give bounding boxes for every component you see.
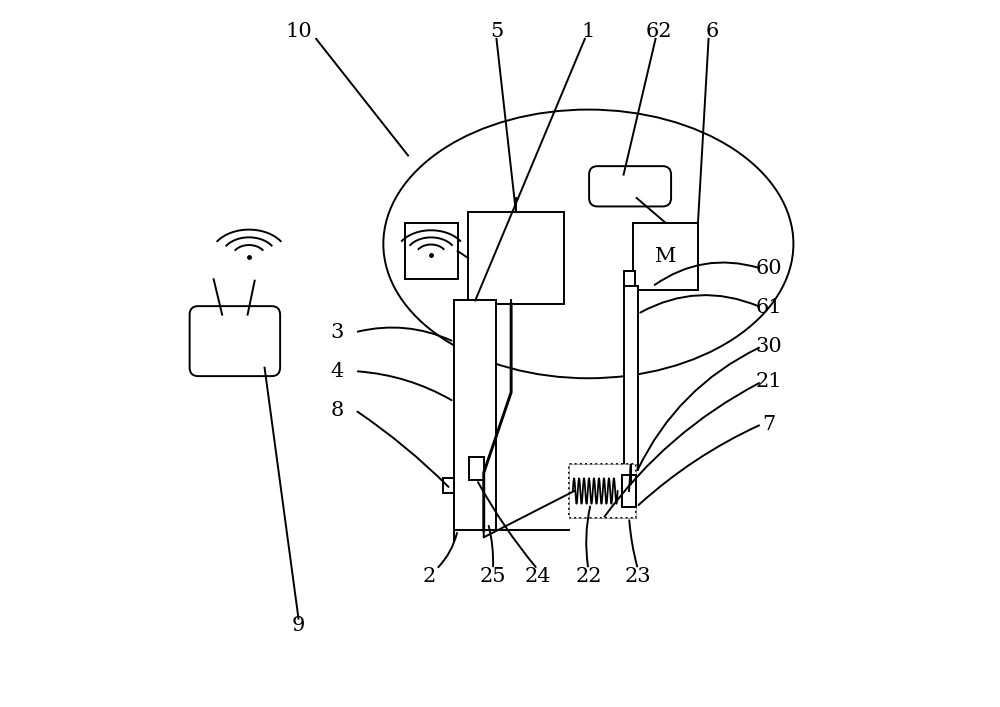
Text: 4: 4 <box>331 362 344 380</box>
Bar <box>624 286 638 470</box>
Text: 2: 2 <box>423 567 436 585</box>
Text: 23: 23 <box>625 567 651 585</box>
Text: 62: 62 <box>646 23 672 41</box>
Text: 21: 21 <box>755 373 782 391</box>
Text: 22: 22 <box>575 567 602 585</box>
Text: 6: 6 <box>705 23 719 41</box>
Bar <box>405 223 458 279</box>
Text: 1: 1 <box>582 23 595 41</box>
FancyBboxPatch shape <box>589 166 671 206</box>
Text: 8: 8 <box>331 401 344 419</box>
Text: 24: 24 <box>524 567 551 585</box>
Text: 60: 60 <box>755 259 782 278</box>
Text: M: M <box>655 247 676 266</box>
Text: 5: 5 <box>490 23 503 41</box>
Bar <box>469 457 484 479</box>
Text: 3: 3 <box>331 323 344 341</box>
Text: 9: 9 <box>292 617 305 635</box>
Bar <box>569 464 636 518</box>
Text: 7: 7 <box>762 415 775 433</box>
Text: 25: 25 <box>480 567 506 585</box>
FancyBboxPatch shape <box>190 306 280 376</box>
Bar <box>443 478 454 493</box>
Bar <box>569 464 636 518</box>
Text: 30: 30 <box>755 337 782 356</box>
Bar <box>622 475 636 507</box>
Bar <box>633 223 698 290</box>
Bar <box>454 300 496 530</box>
Bar <box>624 271 635 288</box>
Text: 10: 10 <box>285 23 312 41</box>
Bar <box>468 212 564 304</box>
Text: 61: 61 <box>755 298 782 317</box>
